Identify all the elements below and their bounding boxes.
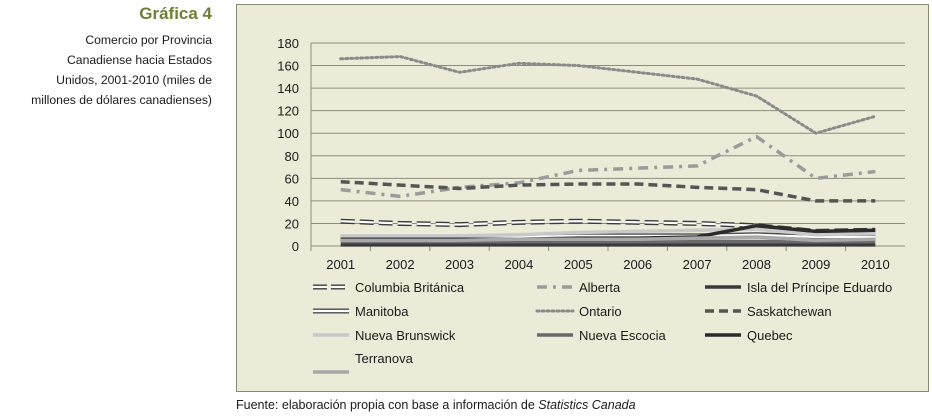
y-axis-ticks: 0 20 40 60 80 100 120 140 160 180 [277,36,299,254]
x-tick-label: 2002 [386,257,415,272]
figure-description-line: Unidos, 2001-2010 (miles de [56,73,212,87]
chart-frame: 0 20 40 60 80 100 120 140 160 180 2001 2002 2003 200… [236,4,929,392]
series-line [340,134,876,199]
x-axis-ticks: 2001 2002 2003 2004 2005 2006 2007 2008 2009 2010 [310,246,890,272]
x-tick-label: 2009 [801,257,830,272]
legend-label: Ontario [579,304,622,319]
series-line [339,55,877,135]
legend-label: Manitoba [355,304,409,319]
legend-label: Saskatchewan [747,304,832,319]
figure-caption: Gráfica 4 Comercio por Provincia Canadie… [0,4,212,110]
source-note: Fuente: elaboración propia con base a in… [236,398,636,412]
figure-description: Comercio por Provincia Canadiense hacia … [0,30,212,110]
legend-entry: Isla del Príncipe Eduardo [705,280,892,295]
legend-entry: Columbia Británica [313,280,465,295]
series-line [340,179,876,203]
y-tick-label: 100 [277,126,299,141]
x-tick-label: 2005 [564,257,593,272]
source-prefix: Fuente: elaboración propia con base a in… [236,398,539,412]
y-tick-label: 160 [277,59,299,74]
y-tick-label: 120 [277,104,299,119]
legend-label: Nueva Brunswick [355,328,456,343]
legend-entry: Terranova [313,351,414,374]
figure-description-line: Canadiense hacia Estados [67,53,212,67]
legend-label: Terranova [355,351,414,366]
x-tick-label: 2010 [861,257,890,272]
series-line [340,235,876,243]
legend-label: Quebec [747,328,793,343]
legend-label: Isla del Príncipe Eduardo [747,280,892,295]
y-tick-label: 60 [285,171,299,186]
y-tick-label: 0 [292,239,299,254]
legend: Columbia Británica Alberta Isla del Prínci… [313,280,892,374]
series-lines [339,55,877,247]
legend-label: Columbia Británica [355,280,465,295]
x-tick-label: 2007 [683,257,712,272]
x-tick-label: 2003 [445,257,474,272]
legend-entry: Ontario [535,304,622,319]
y-tick-label: 80 [285,149,299,164]
source-italic: Statistics Canada [538,398,636,412]
legend-entry: Alberta [537,280,621,295]
grid-lines [310,42,905,247]
x-tick-label: 2001 [326,257,355,272]
figure-description-line: Comercio por Provincia [85,33,212,47]
figure-description-line: millones de dólares canadienses) [31,93,212,107]
y-tick-label: 40 [285,194,299,209]
y-tick-label: 140 [277,81,299,96]
x-tick-label: 2006 [623,257,652,272]
series-line [340,227,876,238]
legend-entry: Nueva Escocia [537,328,666,343]
legend-entry: Manitoba [313,304,409,319]
legend-entry: Quebec [705,328,793,343]
figure-label: Gráfica 4 [139,4,212,23]
legend-entry: Nueva Brunswick [313,328,456,343]
x-tick-label: 2008 [742,257,771,272]
legend-entry: Saskatchewan [705,304,832,319]
y-tick-label: 20 [285,216,299,231]
legend-label: Alberta [579,280,621,295]
x-tick-label: 2004 [504,257,533,272]
y-tick-label: 180 [277,36,299,51]
legend-label: Nueva Escocia [579,328,666,343]
